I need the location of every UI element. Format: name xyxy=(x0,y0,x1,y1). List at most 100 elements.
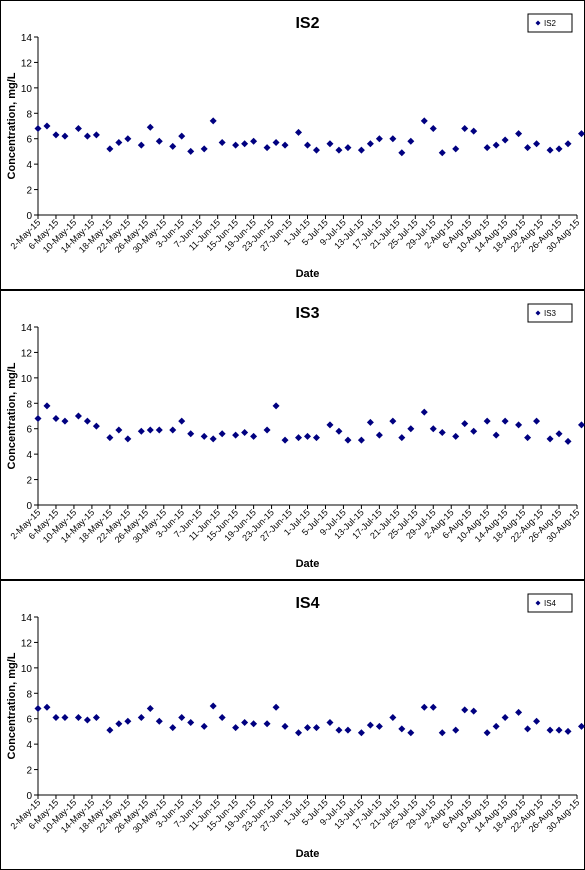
data-point xyxy=(34,125,42,133)
data-point xyxy=(250,720,258,728)
y-tick-label: 6 xyxy=(26,135,32,146)
data-point xyxy=(452,726,460,734)
data-point xyxy=(524,434,532,442)
data-point xyxy=(106,726,114,734)
data-point xyxy=(304,724,311,732)
y-tick-label: 12 xyxy=(21,638,33,649)
y-tick-label: 10 xyxy=(21,374,33,385)
y-tick-label: 10 xyxy=(21,84,33,95)
data-point xyxy=(115,720,123,728)
data-point xyxy=(241,719,249,727)
data-point xyxy=(83,132,91,140)
data-point xyxy=(187,719,195,727)
legend-box xyxy=(527,593,573,613)
data-point xyxy=(366,140,374,148)
data-point xyxy=(357,729,365,737)
y-axis-title: Concentration, mg/L xyxy=(6,652,18,759)
data-point xyxy=(312,434,320,442)
data-point xyxy=(178,132,186,140)
data-point xyxy=(146,426,154,434)
data-point xyxy=(272,139,280,147)
data-point xyxy=(483,144,491,152)
data-point xyxy=(344,726,352,734)
data-point xyxy=(515,130,523,138)
y-tick-label: 14 xyxy=(21,323,33,334)
data-point xyxy=(501,417,509,425)
data-point xyxy=(357,436,365,444)
data-point xyxy=(169,142,177,150)
data-point xyxy=(43,122,51,130)
data-point xyxy=(250,432,258,440)
y-tick-label: 10 xyxy=(21,664,33,675)
data-point xyxy=(124,717,132,725)
data-point xyxy=(232,141,240,149)
data-point xyxy=(326,140,334,148)
data-point xyxy=(187,430,195,438)
data-point xyxy=(61,713,69,721)
data-point xyxy=(281,141,289,149)
data-point xyxy=(115,139,123,147)
legend-box xyxy=(527,13,573,33)
y-tick-label: 4 xyxy=(26,450,32,461)
data-point xyxy=(263,144,271,152)
data-point xyxy=(218,713,226,721)
data-point xyxy=(357,146,365,154)
data-point xyxy=(178,417,186,425)
data-point xyxy=(43,402,51,410)
y-tick-label: 0 xyxy=(26,501,32,512)
data-point xyxy=(564,437,572,445)
y-axis-title: Concentration, mg/L xyxy=(6,362,18,469)
y-tick-label: 6 xyxy=(26,715,32,726)
y-tick-label: 14 xyxy=(21,613,33,624)
data-point xyxy=(577,421,585,429)
data-point xyxy=(533,717,541,725)
legend-marker xyxy=(535,600,541,606)
y-tick-label: 4 xyxy=(26,740,32,751)
data-point xyxy=(461,420,469,428)
data-point xyxy=(398,434,406,442)
data-point xyxy=(124,135,132,143)
data-point xyxy=(429,125,437,133)
data-point xyxy=(389,417,397,425)
data-point xyxy=(232,724,240,732)
data-point xyxy=(389,713,397,721)
data-point xyxy=(155,137,163,145)
data-point xyxy=(429,425,437,433)
chart-panel-is3: IS3 Concentration, mg/L Date 0 2 4 6 8 10 12 14 2-M… xyxy=(0,290,585,580)
data-point xyxy=(124,435,132,443)
data-point xyxy=(429,703,437,711)
data-point xyxy=(187,147,195,155)
data-point xyxy=(438,149,446,157)
data-point xyxy=(515,421,523,429)
data-point xyxy=(577,722,585,730)
data-point xyxy=(178,713,186,721)
data-point xyxy=(295,128,303,136)
chart-title: IS3 xyxy=(295,305,319,322)
data-point xyxy=(555,145,563,153)
data-point xyxy=(461,125,469,133)
legend-label: IS3 xyxy=(544,309,557,318)
data-point xyxy=(304,432,311,440)
data-point xyxy=(524,144,532,152)
data-point xyxy=(169,724,177,732)
data-point xyxy=(470,707,478,715)
chart-frame xyxy=(0,580,585,870)
data-point xyxy=(92,131,100,139)
y-tick-label: 8 xyxy=(26,689,32,700)
data-point xyxy=(209,117,217,125)
data-point xyxy=(420,117,428,125)
data-point xyxy=(452,145,460,153)
data-point xyxy=(515,708,523,716)
y-tick-label: 8 xyxy=(26,399,32,410)
data-point xyxy=(200,432,208,440)
data-point xyxy=(52,713,60,721)
data-point xyxy=(312,724,320,732)
data-point xyxy=(34,705,42,713)
x-axis-title: Date xyxy=(296,268,320,280)
data-point xyxy=(106,145,114,153)
y-tick-label: 2 xyxy=(26,476,32,487)
data-point xyxy=(137,427,145,435)
data-point xyxy=(483,729,491,737)
data-point xyxy=(555,430,563,438)
